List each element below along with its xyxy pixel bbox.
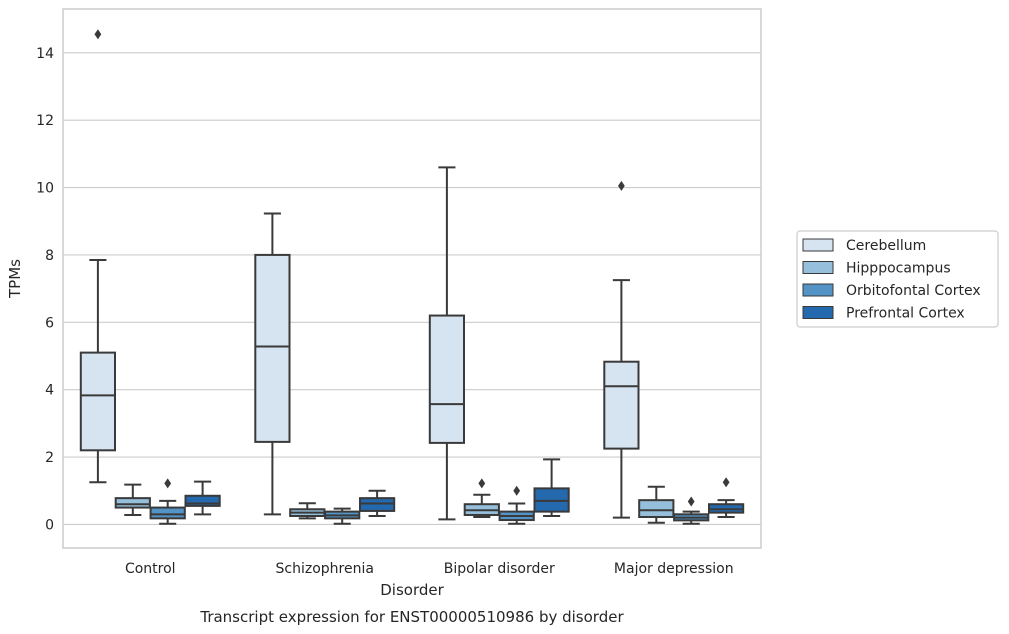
legend-swatch [802,261,834,274]
y-axis: 0 2 4 6 8 10 12 14 [36,46,54,534]
box-body [254,253,291,443]
box-cerebellum [603,180,640,519]
box-body [79,351,117,452]
x-tick-label: Bipolar disorder [444,561,555,577]
box-body [428,314,466,444]
plot-frame [62,8,762,549]
legend-label: Hipppocampus [846,261,951,277]
outlier-point [618,180,625,191]
chart-caption: Transcript expression for ENST0000051098… [199,608,624,626]
legend-label: Prefrontal Cortex [846,306,965,322]
outlier-point [164,478,172,489]
box-hipppocampus [463,478,500,519]
outlier-point [513,485,521,496]
outlier-point [722,477,730,488]
y-tick-label: 0 [45,517,54,533]
y-tick-label: 2 [45,450,54,466]
box-prefrontal-cortex [358,489,396,517]
box-hipppocampus [114,483,151,516]
box-body [358,497,396,512]
legend-swatch [802,306,834,319]
legend-frame [796,230,999,328]
legend-swatch [802,283,834,297]
box-hipppocampus [638,485,675,524]
y-tick-label: 12 [36,113,54,129]
box-orbitofontal-cortex [673,496,710,525]
plot-area [79,29,745,525]
box-body [638,499,675,519]
outlier-point [687,496,695,507]
box-cerebellum [79,29,117,484]
box-prefrontal-cortex [533,458,570,517]
y-tick-label: 6 [45,315,54,331]
box-hipppocampus [289,502,326,520]
legend: Cerebellum Hipppocampus Orbitofontal Corte… [796,230,999,328]
grid-lines [63,52,761,526]
y-axis-label: TPMs [6,259,24,299]
outlier-point [478,478,486,489]
box-body [149,506,186,520]
box-body [603,360,640,450]
box-body [184,494,221,507]
box-orbitofontal-cortex [324,507,361,525]
box-cerebellum [254,212,291,516]
x-axis-label: Disorder [380,581,444,599]
box-orbitofontal-cortex [498,485,535,525]
outlier-point [94,29,102,40]
y-tick-label: 14 [36,46,54,62]
y-tick-label: 10 [36,181,54,197]
x-tick-label: Schizophrenia [276,561,374,577]
x-axis: Control Schizophrenia Bipolar disorder Majo… [125,561,734,577]
box-body [114,497,151,509]
box-prefrontal-cortex [707,477,745,519]
box-cerebellum [428,166,466,521]
x-tick-label: Control [125,561,176,577]
y-tick-label: 8 [45,248,54,264]
legend-swatch [802,238,834,252]
y-tick-label: 4 [45,383,54,399]
box-orbitofontal-cortex [149,478,186,525]
legend-label: Cerebellum [846,238,926,254]
legend-label: Orbitofontal Cortex [846,283,981,299]
box-prefrontal-cortex [184,480,221,516]
x-tick-label: Major depression [614,561,734,577]
